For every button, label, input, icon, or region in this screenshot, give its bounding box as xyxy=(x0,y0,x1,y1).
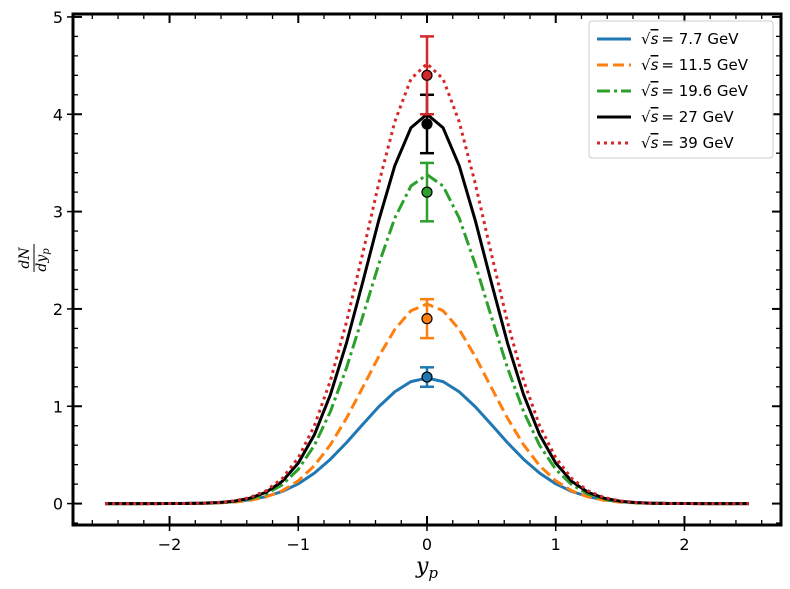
series-line-4 xyxy=(105,62,749,506)
legend-sqrt: √ xyxy=(641,134,651,152)
data-point-1 xyxy=(421,313,433,325)
plot-area xyxy=(105,35,749,506)
x-axis-label-sub: p xyxy=(428,564,438,582)
y-tick-label: 0 xyxy=(53,495,63,514)
x-tick-label: −1 xyxy=(286,535,310,554)
legend-sqrt: √ xyxy=(641,30,651,48)
x-tick-label: 2 xyxy=(679,535,689,554)
x-tick-label: 0 xyxy=(422,535,432,554)
legend-label-1: √s = 11.5 GeV xyxy=(641,56,749,74)
y-tick-label: 5 xyxy=(53,8,63,27)
legend-value: = 7.7 GeV xyxy=(661,30,739,48)
legend-label-0: √s = 7.7 GeV xyxy=(641,30,739,48)
y-axis-label: dN dyp xyxy=(17,244,52,272)
data-point-2 xyxy=(421,186,433,198)
y-tick-label: 1 xyxy=(53,397,63,416)
y-axis-label-den-main: dy xyxy=(34,254,50,272)
legend-value: = 27 GeV xyxy=(661,108,734,126)
y-axis-label-denominator: dyp xyxy=(34,248,52,272)
legend-box xyxy=(588,20,774,159)
legend-value: = 19.6 GeV xyxy=(661,82,748,100)
data-point-3 xyxy=(421,118,433,130)
data-point-0 xyxy=(421,371,433,383)
x-axis-label: yp xyxy=(415,554,438,582)
data-point-4 xyxy=(421,69,433,81)
x-tick-label: 1 xyxy=(551,535,561,554)
legend-label-3: √s = 27 GeV xyxy=(641,108,734,126)
y-tick-label: 2 xyxy=(53,300,63,319)
legend-var: s xyxy=(651,30,659,48)
legend-var: s xyxy=(651,56,659,74)
legend-value: = 39 GeV xyxy=(661,134,734,152)
legend-var: s xyxy=(651,134,659,152)
legend-sqrt: √ xyxy=(641,56,651,74)
legend-var: s xyxy=(651,108,659,126)
axis-ticks xyxy=(67,12,783,531)
legend: √s = 7.7 GeV√s = 11.5 GeV√s = 19.6 GeV√s = 2… xyxy=(588,20,774,159)
series-line-0 xyxy=(105,376,749,506)
y-axis-label-numerator: dN xyxy=(17,247,33,269)
legend-var: s xyxy=(651,82,659,100)
legend-sqrt: √ xyxy=(641,108,651,126)
y-tick-label: 4 xyxy=(53,105,63,124)
legend-label-2: √s = 19.6 GeV xyxy=(641,82,749,100)
y-axis-label-den-sub: p xyxy=(41,248,52,255)
legend-label-4: √s = 39 GeV xyxy=(641,134,734,152)
x-tick-label: −2 xyxy=(158,535,182,554)
legend-value: = 11.5 GeV xyxy=(661,56,748,74)
legend-sqrt: √ xyxy=(641,82,651,100)
y-tick-label: 3 xyxy=(53,203,63,222)
x-axis-label-main: y xyxy=(415,554,429,579)
